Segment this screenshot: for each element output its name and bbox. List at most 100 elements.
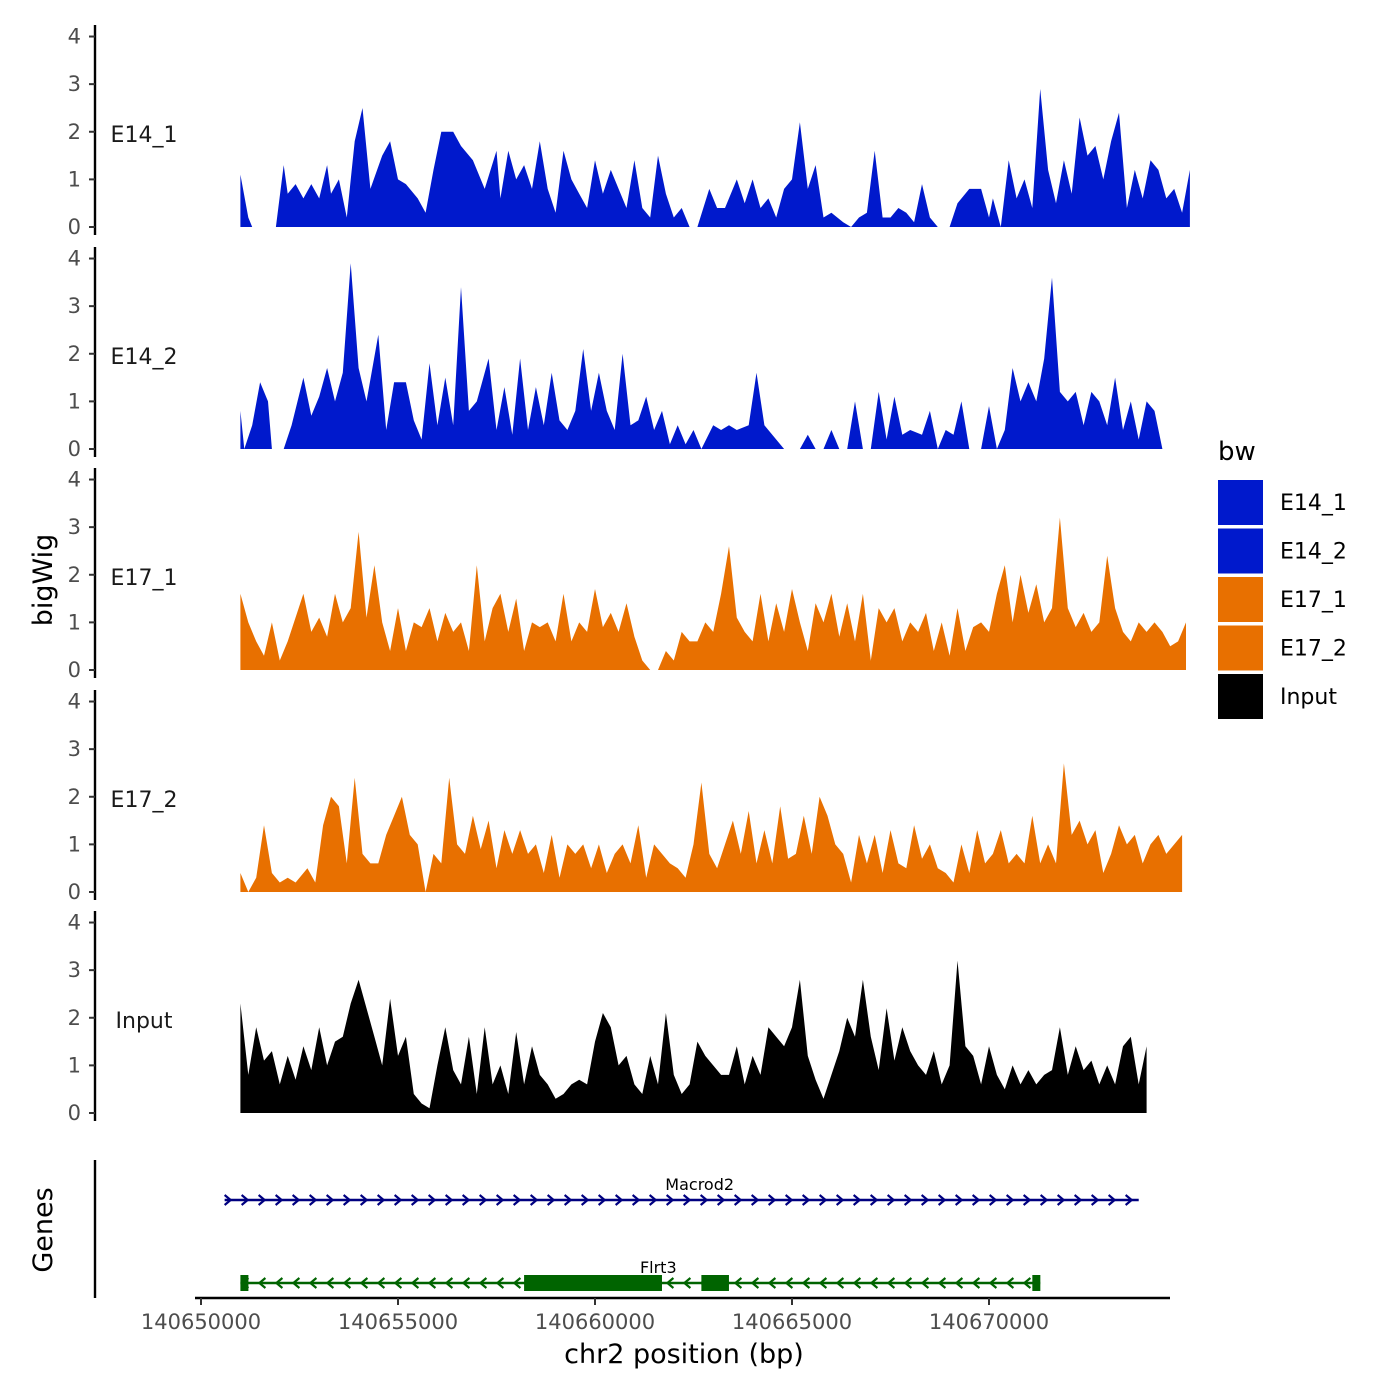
y-tick-label-e14-1-3: 3 bbox=[68, 72, 81, 96]
strand-arrow-flrt3-36 bbox=[852, 1277, 862, 1289]
y-tick-label-input-3: 3 bbox=[68, 958, 81, 982]
track-label-e14-2: E14_2 bbox=[111, 345, 178, 370]
strand-arrow-macrod2-24 bbox=[631, 1194, 641, 1206]
strand-arrow-macrod2-25 bbox=[648, 1194, 658, 1206]
legend-label-e14-2: E14_2 bbox=[1280, 540, 1347, 565]
strand-arrow-macrod2-46 bbox=[1005, 1194, 1015, 1206]
strand-arrow-macrod2-5 bbox=[308, 1194, 318, 1206]
strand-arrow-macrod2-31 bbox=[750, 1194, 760, 1206]
strand-arrow-flrt3-8 bbox=[376, 1277, 386, 1289]
strand-arrow-flrt3-45 bbox=[1005, 1277, 1015, 1289]
y-tick-label-e17-1-1: 1 bbox=[68, 610, 81, 634]
y-tick-label-e17-2-2: 2 bbox=[68, 785, 81, 809]
strand-arrow-macrod2-11 bbox=[410, 1194, 420, 1206]
track-label-e17-1: E17_1 bbox=[111, 566, 178, 591]
strand-arrow-macrod2-13 bbox=[444, 1194, 454, 1206]
strand-arrow-macrod2-0 bbox=[223, 1194, 233, 1206]
strand-arrow-macrod2-8 bbox=[359, 1194, 369, 1206]
strand-arrow-flrt3-31 bbox=[767, 1277, 777, 1289]
strand-arrow-macrod2-4 bbox=[291, 1194, 301, 1206]
track-input: 0 1 2 3 4 Input bbox=[68, 911, 1147, 1125]
strand-arrow-macrod2-30 bbox=[733, 1194, 743, 1206]
strand-arrow-macrod2-18 bbox=[529, 1194, 539, 1206]
y-tick-label-input-0: 0 bbox=[68, 1101, 81, 1125]
strand-arrow-macrod2-49 bbox=[1056, 1194, 1066, 1206]
y-tick-label-e14-2-2: 2 bbox=[68, 342, 81, 366]
y-tick-label-e17-2-1: 1 bbox=[68, 832, 81, 856]
strand-arrow-flrt3-4 bbox=[308, 1277, 318, 1289]
gene-label-macrod2: Macrod2 bbox=[665, 1175, 734, 1194]
strand-arrow-macrod2-39 bbox=[886, 1194, 896, 1206]
strand-arrow-flrt3-40 bbox=[920, 1277, 930, 1289]
strand-arrow-macrod2-40 bbox=[903, 1194, 913, 1206]
y-tick-label-e17-1-3: 3 bbox=[68, 515, 81, 539]
strand-arrow-flrt3-26 bbox=[682, 1277, 692, 1289]
legend: bw E14_1 E14_2 E17_1 E17_2 Input bbox=[1218, 437, 1347, 719]
strand-arrow-flrt3-15 bbox=[495, 1277, 505, 1289]
strand-arrow-flrt3-1 bbox=[257, 1277, 267, 1289]
x-tick-label-140660000: 140660000 bbox=[535, 1310, 655, 1334]
track-label-e17-2: E17_2 bbox=[111, 788, 178, 813]
legend-key-e17-1 bbox=[1218, 577, 1263, 622]
strand-arrow-flrt3-13 bbox=[461, 1277, 471, 1289]
area-e14-1 bbox=[240, 88, 1190, 228]
legend-label-e17-2: E17_2 bbox=[1280, 637, 1347, 662]
strand-arrow-macrod2-44 bbox=[971, 1194, 981, 1206]
strand-arrow-flrt3-11 bbox=[427, 1277, 437, 1289]
strand-arrow-flrt3-44 bbox=[988, 1277, 998, 1289]
strand-arrow-flrt3-6 bbox=[342, 1277, 352, 1289]
strand-arrow-macrod2-33 bbox=[784, 1194, 794, 1206]
area-e17-1 bbox=[240, 517, 1186, 670]
legend-key-e17-2 bbox=[1218, 625, 1263, 671]
exon-flrt3-1 bbox=[524, 1275, 662, 1291]
legend-label-e17-1: E17_1 bbox=[1280, 588, 1347, 613]
exon-flrt3-2 bbox=[701, 1275, 729, 1291]
strand-arrow-flrt3-35 bbox=[835, 1277, 845, 1289]
strand-arrow-flrt3-14 bbox=[478, 1277, 488, 1289]
legend-key-input bbox=[1218, 674, 1263, 719]
x-axis: 140650000 140655000 140660000 140665000 1406… bbox=[141, 1296, 1170, 1334]
y-tick-label-e17-2-0: 0 bbox=[68, 880, 81, 904]
strand-arrow-flrt3-10 bbox=[410, 1277, 420, 1289]
track-e14-2: 0 1 2 3 4 E14_2 bbox=[68, 247, 1163, 461]
strand-arrow-flrt3-12 bbox=[444, 1277, 454, 1289]
strand-arrow-macrod2-12 bbox=[427, 1194, 437, 1206]
strand-arrow-flrt3-29 bbox=[733, 1277, 743, 1289]
area-e14-2 bbox=[240, 263, 1163, 449]
track-label-e14-1: E14_1 bbox=[111, 123, 178, 148]
strand-arrow-macrod2-32 bbox=[767, 1194, 777, 1206]
legend-key-e14-1 bbox=[1218, 480, 1263, 525]
strand-arrow-macrod2-14 bbox=[461, 1194, 471, 1206]
strand-arrow-macrod2-48 bbox=[1039, 1194, 1049, 1206]
y-tick-label-e17-1-0: 0 bbox=[68, 658, 81, 682]
strand-arrow-macrod2-10 bbox=[393, 1194, 403, 1206]
strand-arrow-macrod2-47 bbox=[1022, 1194, 1032, 1206]
y-tick-label-e17-2-4: 4 bbox=[68, 690, 81, 714]
strand-arrow-macrod2-22 bbox=[597, 1194, 607, 1206]
strand-arrow-macrod2-19 bbox=[546, 1194, 556, 1206]
y-tick-label-e14-1-0: 0 bbox=[68, 215, 81, 239]
strand-arrow-macrod2-2 bbox=[257, 1194, 267, 1206]
strand-arrow-flrt3-34 bbox=[818, 1277, 828, 1289]
strand-arrow-flrt3-43 bbox=[971, 1277, 981, 1289]
x-tick-label-140650000: 140650000 bbox=[141, 1310, 261, 1334]
exon-flrt3-0 bbox=[240, 1275, 249, 1291]
strand-arrow-macrod2-21 bbox=[580, 1194, 590, 1206]
x-tick-label-140655000: 140655000 bbox=[338, 1310, 458, 1334]
y-axis-title: bigWig bbox=[28, 534, 59, 627]
strand-arrow-macrod2-27 bbox=[682, 1194, 692, 1206]
gene-macrod2: Macrod2 bbox=[223, 1175, 1139, 1206]
strand-arrow-macrod2-52 bbox=[1107, 1194, 1117, 1206]
x-axis-title: chr2 position (bp) bbox=[564, 1339, 804, 1370]
strand-arrow-flrt3-5 bbox=[325, 1277, 335, 1289]
strand-arrow-macrod2-38 bbox=[869, 1194, 879, 1206]
y-tick-label-e17-1-2: 2 bbox=[68, 563, 81, 587]
strand-arrow-macrod2-1 bbox=[240, 1194, 250, 1206]
strand-arrow-macrod2-37 bbox=[852, 1194, 862, 1206]
strand-arrow-macrod2-42 bbox=[937, 1194, 947, 1206]
strand-arrow-flrt3-25 bbox=[665, 1277, 675, 1289]
strand-arrow-macrod2-15 bbox=[478, 1194, 488, 1206]
strand-arrow-macrod2-45 bbox=[988, 1194, 998, 1206]
area-input bbox=[240, 960, 1147, 1113]
